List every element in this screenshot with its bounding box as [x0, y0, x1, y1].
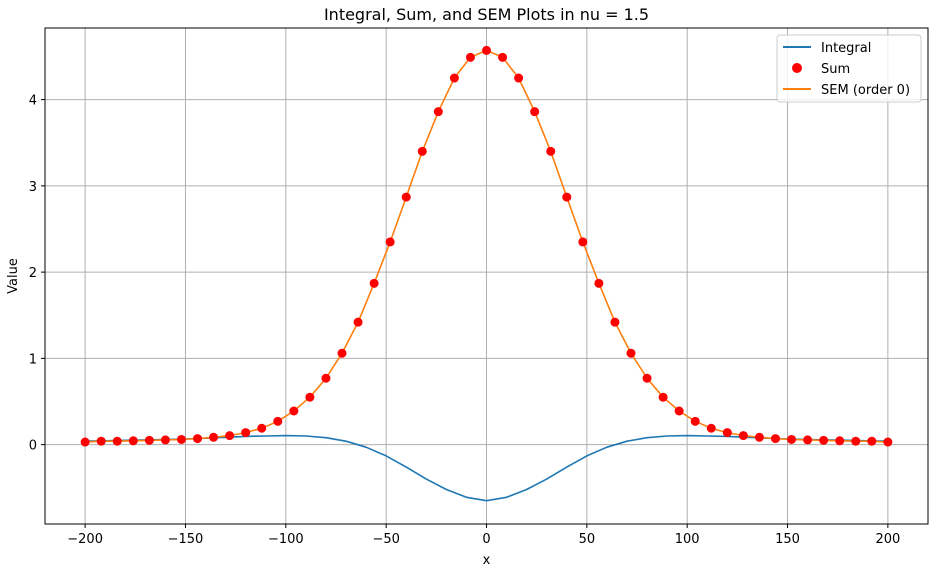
- chart-title: Integral, Sum, and SEM Plots in nu = 1.5: [324, 5, 649, 24]
- sum-point: [417, 146, 427, 156]
- sum-point: [674, 406, 684, 416]
- x-tick-label: −100: [268, 532, 304, 547]
- sum-point: [353, 317, 363, 327]
- sum-point: [546, 146, 556, 156]
- sum-point: [706, 423, 716, 433]
- sum-point: [273, 416, 283, 426]
- sum-point: [851, 436, 861, 446]
- legend-label-sum: Sum: [821, 62, 850, 77]
- sum-point: [819, 435, 829, 445]
- sum-point: [96, 436, 106, 446]
- sum-point: [433, 107, 443, 117]
- sum-point: [401, 192, 411, 202]
- x-tick-label: −50: [372, 532, 399, 547]
- x-tick-label: 200: [875, 532, 900, 547]
- sum-point: [112, 436, 122, 446]
- sum-point: [321, 373, 331, 383]
- sum-point: [482, 45, 491, 55]
- sum-point: [305, 392, 315, 402]
- tick-layer: −200 −150 −100 −50 0 50 100 150 200 0 1 2 3 4: [29, 94, 901, 547]
- sum-point: [658, 392, 668, 402]
- y-tick-label: 0: [29, 439, 37, 454]
- sum-point: [369, 278, 379, 288]
- y-tick-label: 4: [29, 94, 37, 109]
- sum-point: [257, 423, 267, 433]
- sum-point: [626, 348, 636, 358]
- sum-point: [80, 437, 90, 447]
- series-layer: [80, 45, 893, 502]
- y-tick-label: 2: [29, 266, 37, 281]
- legend: Integral Sum SEM (order 0): [776, 34, 922, 103]
- x-tick-label: 100: [675, 532, 700, 547]
- legend-box: [776, 34, 922, 103]
- sum-point: [289, 406, 299, 416]
- sum-point: [578, 237, 588, 247]
- sum-point: [128, 436, 138, 446]
- sum-point: [385, 237, 395, 247]
- sum-point: [337, 348, 347, 358]
- sum-point: [498, 52, 508, 62]
- sum-point: [738, 431, 748, 441]
- sum-point: [754, 432, 764, 442]
- grid-layer: [45, 28, 928, 524]
- legend-label-sem: SEM (order 0): [821, 83, 910, 98]
- y-tick-label: 1: [29, 352, 37, 367]
- y-axis-label: Value: [6, 258, 21, 294]
- x-axis-label: x: [483, 553, 491, 568]
- sum-point: [193, 434, 203, 444]
- legend-swatch-sum: [792, 63, 802, 73]
- sum-point: [465, 52, 475, 62]
- sum-point: [530, 107, 540, 117]
- sum-point: [770, 434, 780, 444]
- sum-point: [176, 434, 186, 444]
- sum-point: [722, 428, 732, 438]
- y-tick-label: 3: [29, 180, 37, 195]
- legend-label-integral: Integral: [821, 41, 871, 56]
- x-tick-label: 150: [775, 532, 800, 547]
- sum-point: [835, 436, 845, 446]
- sum-point: [787, 434, 797, 444]
- sum-point: [594, 278, 604, 288]
- sum-point: [209, 432, 219, 442]
- x-tick-label: 0: [482, 532, 490, 547]
- sum-point: [160, 435, 170, 445]
- sum-point: [225, 431, 235, 441]
- sum-point: [610, 317, 620, 327]
- sum-point: [642, 373, 652, 383]
- sum-point: [514, 73, 524, 83]
- sum-point: [883, 437, 893, 447]
- sum-point: [803, 435, 813, 445]
- x-tick-label: −200: [67, 532, 103, 547]
- sum-point: [144, 435, 154, 445]
- sum-point: [690, 416, 700, 426]
- x-tick-label: 50: [579, 532, 596, 547]
- sum-point: [449, 73, 459, 83]
- sum-point: [867, 436, 877, 446]
- sum-point: [562, 192, 572, 202]
- integral-series-line: [85, 434, 888, 502]
- x-tick-label: −150: [168, 532, 204, 547]
- sum-point: [241, 428, 251, 438]
